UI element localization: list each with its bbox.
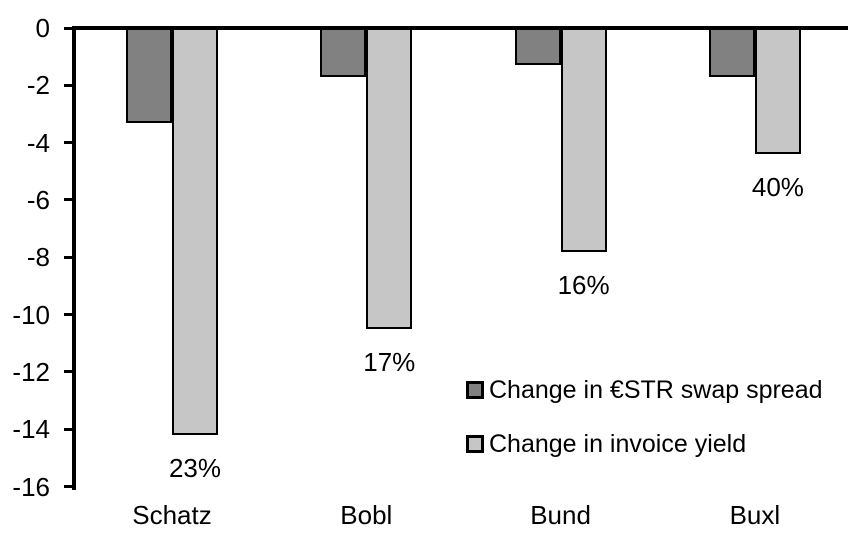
bar-value-label: 17% xyxy=(363,346,416,377)
legend-item-swap-spread: Change in €STR swap spread xyxy=(466,376,823,404)
y-axis-tick xyxy=(64,370,72,374)
bar-invoice-yield xyxy=(560,28,607,252)
y-axis-tick-label: -4 xyxy=(26,127,50,158)
y-axis-tick-label: -8 xyxy=(26,242,50,273)
y-axis-tick-label: -16 xyxy=(12,471,50,502)
y-axis-tick xyxy=(64,427,72,431)
bar-swap-spread xyxy=(708,28,755,77)
bar-value-label: 23% xyxy=(168,453,222,483)
legend-label-invoice-yield: Change in invoice yield xyxy=(489,430,747,458)
x-axis-category-label: Schatz xyxy=(132,500,212,530)
y-axis-tick-label: -2 xyxy=(26,70,50,101)
y-axis-tick xyxy=(64,83,72,87)
y-axis-tick xyxy=(64,255,72,259)
bar-invoice-yield xyxy=(172,28,218,435)
y-axis-tick xyxy=(64,198,72,202)
y-axis-tick xyxy=(64,313,72,317)
bar-swap-spread xyxy=(320,28,367,77)
bar-swap-spread xyxy=(514,28,561,66)
y-axis-tick-label: -6 xyxy=(26,184,50,215)
bar-invoice-yield xyxy=(754,28,801,155)
bar-swap-spread xyxy=(126,28,172,123)
y-axis-line xyxy=(72,26,76,490)
legend-item-invoice-yield: Change in invoice yield xyxy=(466,430,823,458)
y-axis-tick xyxy=(64,485,72,489)
y-axis-tick-label: -10 xyxy=(12,299,50,330)
chart-legend: Change in €STR swap spread Change in inv… xyxy=(466,376,823,458)
y-axis-tick xyxy=(64,141,72,145)
legend-label-swap-spread: Change in €STR swap spread xyxy=(489,376,823,404)
x-axis-category-label: Bobl xyxy=(340,500,393,530)
x-axis-category-label: Bund xyxy=(530,500,591,530)
x-axis-zero-line xyxy=(72,26,848,30)
y-axis-tick-label: -14 xyxy=(12,414,50,445)
x-axis-category-label: Buxl xyxy=(729,500,781,530)
bar-value-label: 16% xyxy=(557,269,610,300)
y-axis-tick-label: 0 xyxy=(35,13,50,43)
legend-swatch-dark xyxy=(466,381,484,399)
bar-invoice-yield xyxy=(366,28,413,329)
y-axis-tick-label: -12 xyxy=(12,356,50,387)
legend-swatch-light xyxy=(466,435,484,453)
bar-value-label: 40% xyxy=(751,172,804,203)
y-axis-tick xyxy=(64,26,72,30)
